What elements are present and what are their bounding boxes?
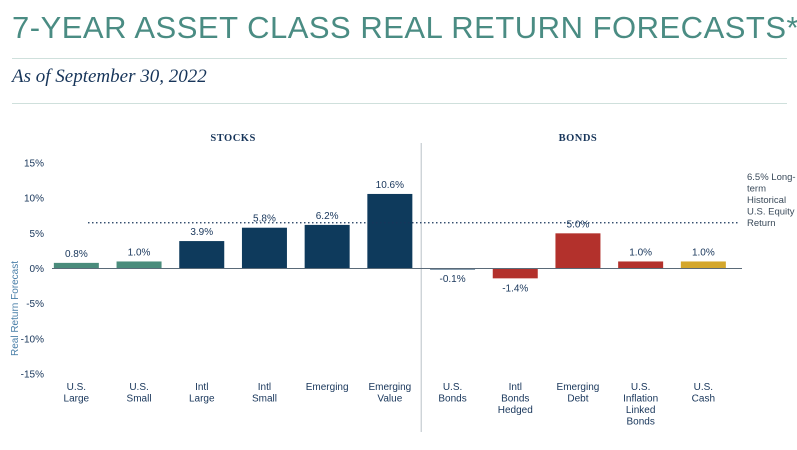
bar-0: [53, 262, 99, 269]
y-tick-label: 0%: [30, 264, 45, 275]
subtitle-divider: [12, 103, 787, 104]
category-label: U.S.: [67, 382, 86, 393]
data-label-10: 1.0%: [692, 247, 715, 258]
bar-7: [492, 268, 538, 279]
bar-9: [618, 261, 664, 269]
category-label: Hedged: [498, 405, 533, 416]
y-tick-label: 15%: [24, 159, 44, 170]
data-label-0: 0.8%: [65, 249, 88, 260]
reference-line-label-line: U.S. Equity: [747, 207, 795, 218]
y-tick-label: 5%: [30, 229, 45, 240]
category-label: Bonds: [438, 394, 466, 405]
reference-line-label-line: Return: [747, 218, 776, 229]
reference-line-label-line: Historical: [747, 195, 786, 206]
reference-line-label: 6.5% Long-term Historical U.S. Equity Retur…: [747, 172, 796, 229]
data-label-7: -1.4%: [502, 283, 528, 294]
category-label: Intl: [195, 382, 208, 393]
data-label-4: 6.2%: [316, 211, 339, 222]
page-subtitle: As of September 30, 2022: [12, 66, 207, 87]
category-label: Inflation: [623, 394, 658, 405]
y-tick-label: -5%: [26, 299, 44, 310]
category-label: Intl: [258, 382, 271, 393]
y-axis-title: Real Return Forecast: [10, 261, 21, 356]
title-divider: [12, 58, 787, 59]
category-label: Linked: [626, 405, 655, 416]
page-title: 7-YEAR ASSET CLASS REAL RETURN FORECASTS…: [12, 10, 797, 45]
y-tick-label: -15%: [21, 370, 44, 381]
bar-2: [179, 241, 225, 269]
bar-5: [367, 193, 413, 269]
data-label-1: 1.0%: [128, 247, 151, 258]
data-label-5: 10.6%: [376, 180, 404, 191]
bar-10: [680, 261, 726, 269]
reference-line-label-line: term: [747, 184, 766, 195]
category-label: Intl: [509, 382, 522, 393]
category-label: U.S.: [129, 382, 148, 393]
bar-3: [241, 227, 287, 269]
y-tick-label: -10%: [21, 334, 44, 345]
category-label: Small: [252, 394, 277, 405]
category-label: Cash: [692, 394, 715, 405]
category-label: U.S.: [694, 382, 713, 393]
group-header-stocks: STOCKS: [210, 133, 255, 144]
data-label-9: 1.0%: [629, 247, 652, 258]
data-label-6: -0.1%: [439, 274, 465, 285]
category-label: Bonds: [501, 394, 529, 405]
category-label: U.S.: [631, 382, 650, 393]
data-label-3: 5.8%: [253, 214, 276, 225]
reference-line-label-line: 6.5% Long-: [747, 172, 796, 183]
category-label: Emerging: [368, 382, 411, 393]
data-label-8: 5.0%: [567, 219, 590, 230]
category-label: Large: [189, 394, 215, 405]
category-label: Debt: [567, 394, 588, 405]
category-label: Large: [64, 394, 90, 405]
bar-4: [304, 224, 350, 269]
bar-1: [116, 261, 162, 269]
category-label: U.S.: [443, 382, 462, 393]
data-label-2: 3.9%: [190, 227, 213, 238]
category-label: Emerging: [557, 382, 600, 393]
category-label: Emerging: [306, 382, 349, 393]
bar-8: [555, 233, 601, 269]
group-header-bonds: BONDS: [559, 133, 598, 144]
category-label: Bonds: [626, 417, 654, 428]
y-tick-label: 10%: [24, 194, 44, 205]
category-label: Value: [377, 394, 402, 405]
category-label: Small: [127, 394, 152, 405]
